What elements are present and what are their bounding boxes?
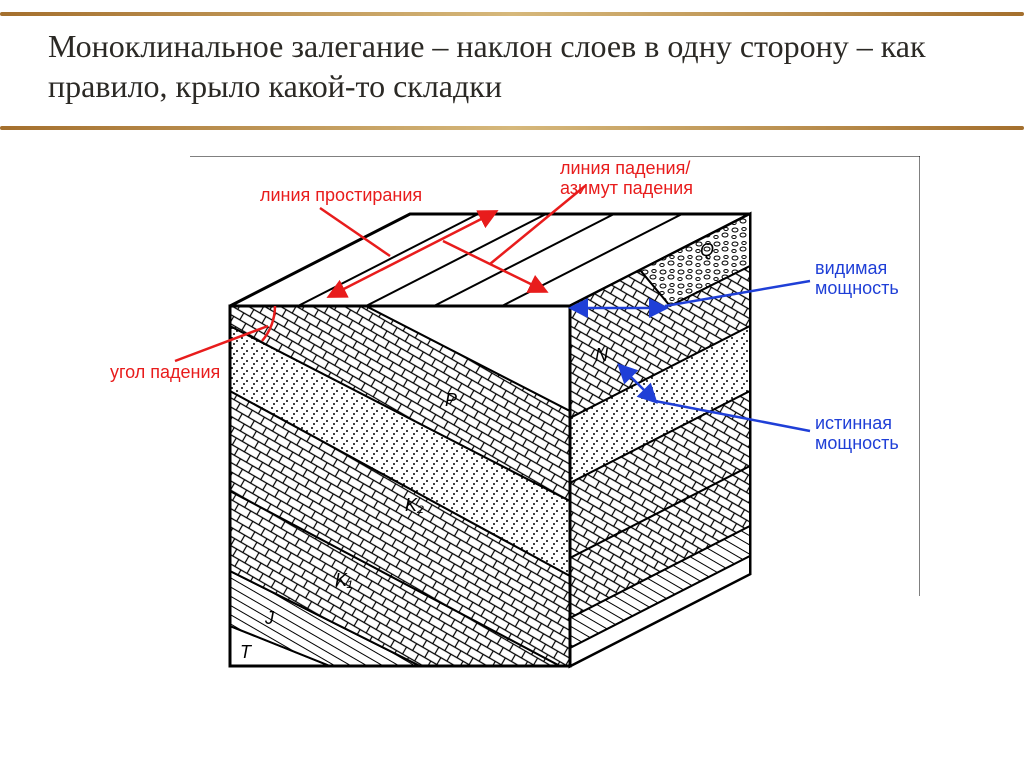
label-dip-line-2: азимут падения (560, 178, 693, 198)
layer-label-k2: K₂ (405, 495, 424, 515)
layer-label-p: P (445, 390, 457, 410)
block-front-face (230, 306, 570, 666)
decorative-bar-bottom (0, 126, 1024, 130)
label-apparent-thickness-2: мощность (815, 278, 899, 298)
label-dip-angle: угол падения (110, 362, 220, 382)
geology-block-diagram: Q N P K₂ K₁ J T (100, 156, 920, 696)
layer-label-q: Q (700, 240, 714, 260)
decorative-bar-top (0, 12, 1024, 16)
label-apparent-thickness-1: видимая (815, 258, 887, 278)
label-dip-line-1: линия падения/ (560, 158, 690, 178)
slide: Моноклинальное залегание – наклон слоев … (0, 0, 1024, 767)
layer-label-n: N (595, 345, 609, 365)
layer-label-j: J (264, 608, 275, 628)
layer-label-k1: K₁ (335, 570, 353, 590)
blue-labels: видимая мощность истинная мощность (815, 258, 899, 453)
slide-title: Моноклинальное залегание – наклон слоев … (48, 26, 984, 106)
label-true-thickness-2: мощность (815, 433, 899, 453)
label-true-thickness-1: истинная (815, 413, 892, 433)
label-strike-line: линия простирания (260, 185, 422, 205)
